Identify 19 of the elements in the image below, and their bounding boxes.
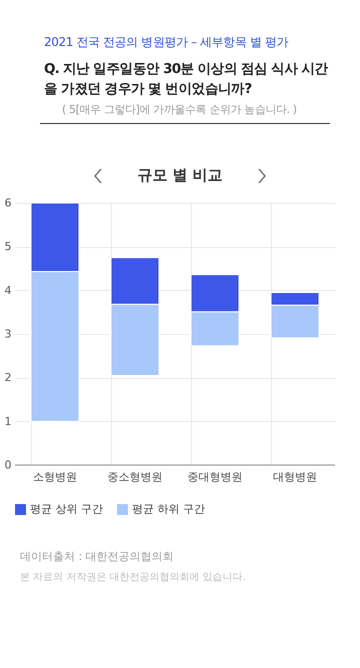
text: 데이터출처 : 대한전공의협의회 xyxy=(19,549,175,564)
y-tick-label: 4 xyxy=(4,284,12,297)
chart-subtitle: ( 5[매우 그렇다]에 가까울수록 순위가 높습니다. ) xyxy=(61,102,298,117)
y-tick-label: 2 xyxy=(4,371,12,384)
legend-label: 평균 하위 구간 xyxy=(132,502,205,516)
y-tick-label: 5 xyxy=(4,240,12,254)
y-tick-label: 0 xyxy=(4,458,12,472)
x-tick-label: 소형병원 xyxy=(33,470,77,484)
legend-label: 평균 상위 구간 xyxy=(30,502,103,516)
y-tick-label: 1 xyxy=(4,414,12,428)
text: 본 자료의 저작권은 대한전공의협의회에 있습니다. xyxy=(19,571,247,584)
text: 규모 별 비교 xyxy=(137,166,223,185)
x-tick-label: 중대형병원 xyxy=(188,470,242,484)
y-tick-label: 3 xyxy=(4,328,12,340)
x-tick-label: 중소형병원 xyxy=(108,470,162,484)
x-tick-label: 대형병원 xyxy=(273,470,317,484)
y-tick-label: 6 xyxy=(4,196,12,210)
chart-title: Q. 지난 일주일동안 30분 이상의 점심 식사 시간 을 가졌던 경우가 몇 번이었습니까? xyxy=(43,60,329,99)
text: 2021 전국 전공의 병원평가 – 세부항목 별 평가 xyxy=(43,34,290,51)
